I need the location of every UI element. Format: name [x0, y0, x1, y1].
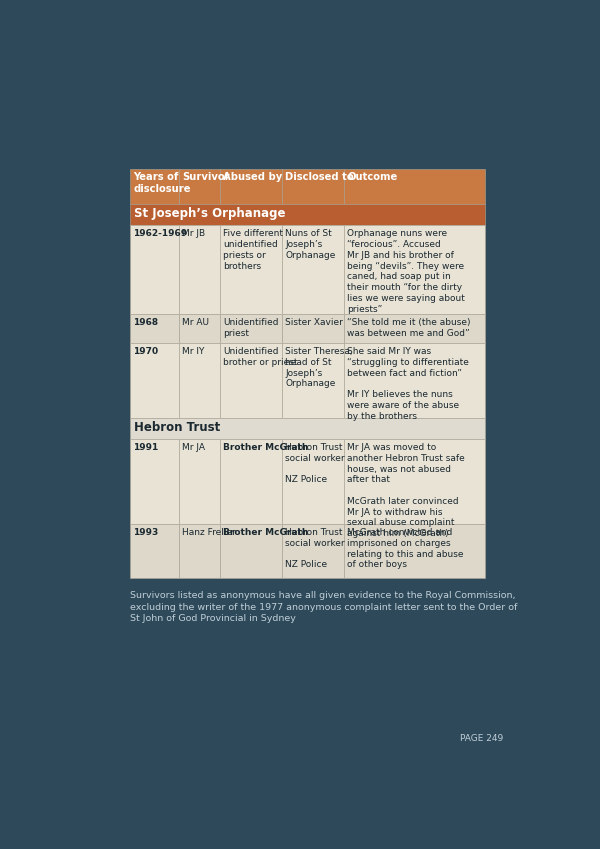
- Bar: [130, 439, 179, 524]
- Bar: [179, 439, 220, 524]
- Text: Mr JB: Mr JB: [182, 229, 205, 239]
- Bar: [344, 439, 485, 524]
- Bar: [282, 524, 344, 578]
- Bar: [282, 314, 344, 343]
- Text: 1968: 1968: [133, 318, 158, 327]
- Text: Orphanage nuns were
“ferocious”. Accused
Mr JB and his brother of
being “devils”: Orphanage nuns were “ferocious”. Accused…: [347, 229, 465, 313]
- Bar: [130, 204, 485, 226]
- Bar: [282, 439, 344, 524]
- Text: Mr AU: Mr AU: [182, 318, 209, 327]
- Text: Brother McGrath: Brother McGrath: [223, 443, 308, 453]
- Text: Survivor: Survivor: [182, 172, 230, 183]
- Text: 1993: 1993: [133, 528, 158, 537]
- Text: 1970: 1970: [133, 347, 158, 356]
- Bar: [130, 343, 179, 418]
- Bar: [130, 314, 179, 343]
- Text: Mr JA was moved to
another Hebron Trust safe
house, was not abused
after that

M: Mr JA was moved to another Hebron Trust …: [347, 443, 465, 538]
- Text: Sister Theresa,
head of St
Joseph’s
Orphanage: Sister Theresa, head of St Joseph’s Orph…: [285, 347, 353, 388]
- Bar: [130, 524, 179, 578]
- Text: Five different
unidentified
priests or
brothers: Five different unidentified priests or b…: [223, 229, 283, 271]
- Bar: [220, 343, 282, 418]
- Bar: [130, 418, 485, 439]
- Text: 1962-1969: 1962-1969: [133, 229, 187, 239]
- Text: Years of
disclosure: Years of disclosure: [133, 172, 191, 194]
- Bar: [220, 169, 282, 204]
- Text: Hebron Trust
social worker

NZ Police: Hebron Trust social worker NZ Police: [285, 528, 345, 570]
- Bar: [179, 226, 220, 314]
- Bar: [179, 169, 220, 204]
- Bar: [179, 343, 220, 418]
- Bar: [220, 439, 282, 524]
- Text: Hanz Freller: Hanz Freller: [182, 528, 236, 537]
- Bar: [220, 524, 282, 578]
- Text: Nuns of St
Joseph’s
Orphanage: Nuns of St Joseph’s Orphanage: [285, 229, 335, 260]
- Text: McGrath convicted and
imprisoned on charges
relating to this and abuse
of other : McGrath convicted and imprisoned on char…: [347, 528, 464, 570]
- Text: Sister Xavier: Sister Xavier: [285, 318, 343, 327]
- Text: Hebron Trust: Hebron Trust: [134, 421, 220, 434]
- Bar: [220, 226, 282, 314]
- Text: Unidentified
priest: Unidentified priest: [223, 318, 278, 338]
- Text: Brother McGrath: Brother McGrath: [223, 528, 308, 537]
- Bar: [344, 169, 485, 204]
- Bar: [220, 314, 282, 343]
- Bar: [344, 343, 485, 418]
- Text: “She told me it (the abuse)
was between me and God”: “She told me it (the abuse) was between …: [347, 318, 471, 338]
- Bar: [179, 524, 220, 578]
- Bar: [282, 169, 344, 204]
- Text: Survivors listed as anonymous have all given evidence to the Royal Commission,
e: Survivors listed as anonymous have all g…: [130, 591, 517, 623]
- Bar: [130, 226, 179, 314]
- Bar: [282, 226, 344, 314]
- Text: Mr IY: Mr IY: [182, 347, 205, 356]
- Bar: [130, 169, 179, 204]
- Text: Outcome: Outcome: [347, 172, 398, 183]
- Text: Hebron Trust
social worker

NZ Police: Hebron Trust social worker NZ Police: [285, 443, 345, 485]
- Bar: [344, 226, 485, 314]
- Text: St Joseph’s Orphanage: St Joseph’s Orphanage: [134, 207, 286, 220]
- Text: Disclosed to: Disclosed to: [285, 172, 354, 183]
- Text: She said Mr IY was
“struggling to differentiate
between fact and fiction”

Mr IY: She said Mr IY was “struggling to differ…: [347, 347, 469, 420]
- Bar: [282, 343, 344, 418]
- Text: Abused by: Abused by: [223, 172, 282, 183]
- Text: Unidentified
brother or priest: Unidentified brother or priest: [223, 347, 298, 367]
- Bar: [344, 524, 485, 578]
- Bar: [179, 314, 220, 343]
- Text: 1991: 1991: [133, 443, 158, 453]
- Text: PAGE 249: PAGE 249: [460, 734, 503, 743]
- Bar: [344, 314, 485, 343]
- Text: Mr JA: Mr JA: [182, 443, 205, 453]
